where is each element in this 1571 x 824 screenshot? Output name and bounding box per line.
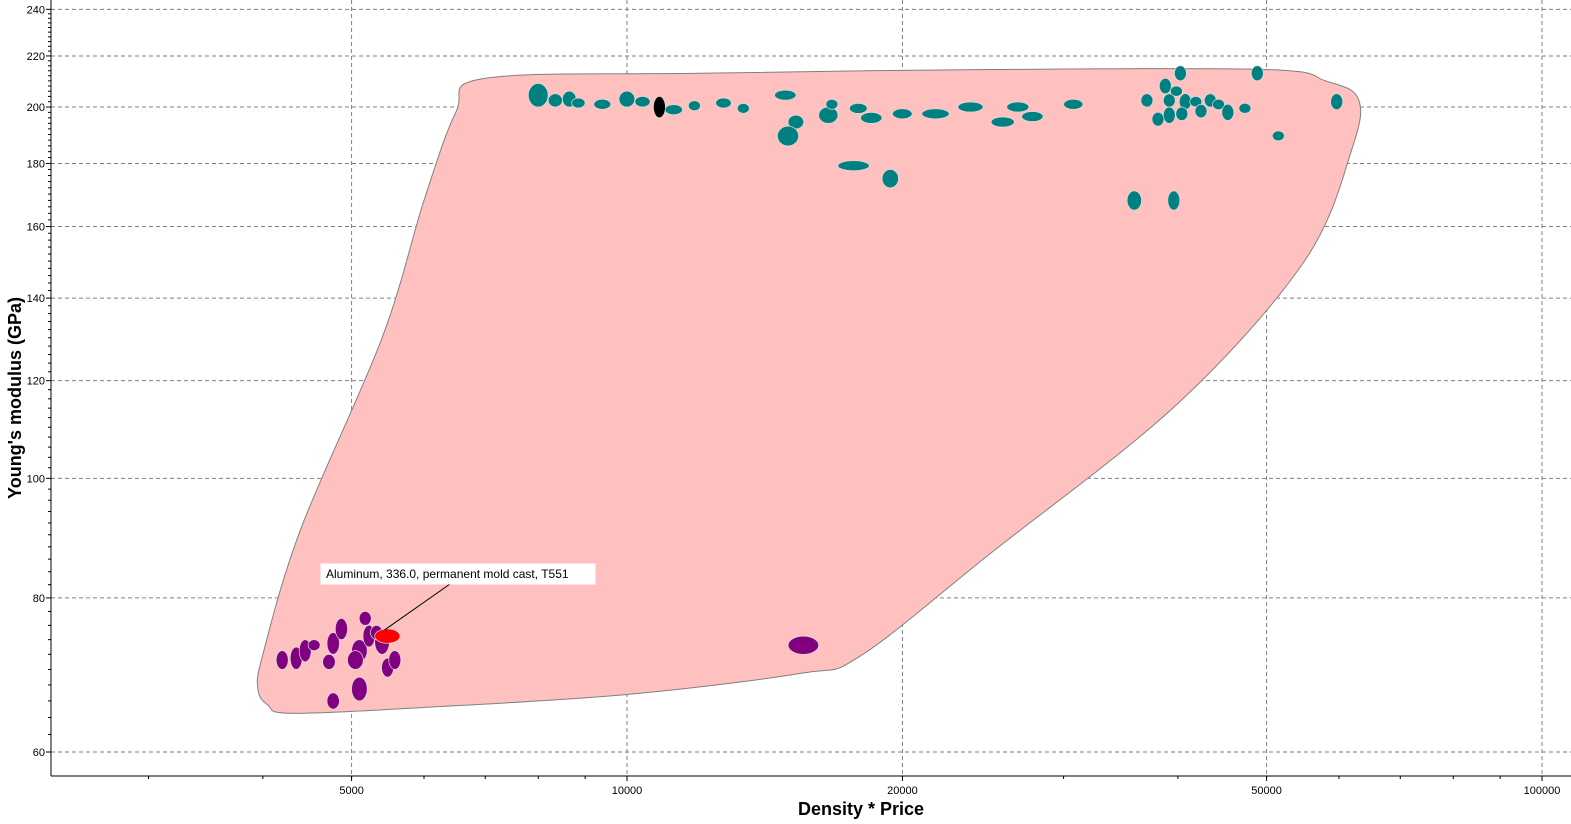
annotation-box: [320, 563, 596, 585]
point-steel[interactable]: [1194, 104, 1208, 119]
y-tick-label: 160: [27, 222, 45, 234]
material-envelope[interactable]: [256, 68, 1362, 714]
x-tick-label: 100000: [1524, 785, 1561, 797]
point-steel[interactable]: [571, 97, 586, 109]
point-steel[interactable]: [688, 100, 701, 112]
point-aluminum[interactable]: [326, 692, 340, 710]
point-steel[interactable]: [593, 98, 612, 110]
point-steel[interactable]: [1006, 101, 1030, 113]
tick-labels: 5000 10000 20000 50000 100000 60 80 100 120 140 16…: [27, 4, 1561, 797]
annotation-leader-line: [384, 583, 451, 631]
point-aluminum[interactable]: [347, 650, 364, 670]
point-steel[interactable]: [787, 114, 805, 130]
y-tick-label: 180: [27, 158, 45, 170]
point-steel[interactable]: [547, 93, 563, 108]
x-tick-label: 20000: [887, 785, 918, 797]
point-aluminum[interactable]: [334, 618, 348, 640]
point-steel[interactable]: [1151, 111, 1165, 127]
point-steel[interactable]: [1174, 65, 1187, 82]
point-aluminum[interactable]: [351, 676, 368, 702]
point-aluminum[interactable]: [275, 650, 289, 670]
y-tick-label: 120: [27, 376, 45, 388]
y-tick-label: 60: [33, 747, 45, 759]
point-steel[interactable]: [1250, 65, 1264, 82]
y-tick-label: 220: [27, 51, 45, 63]
y-tick-label: 100: [27, 473, 45, 485]
point-steel[interactable]: [881, 169, 899, 189]
point-steel[interactable]: [990, 116, 1015, 128]
point-steel[interactable]: [736, 103, 750, 114]
point-steel[interactable]: [618, 90, 636, 108]
x-axis-title: Density * Price: [798, 799, 924, 819]
point-steel[interactable]: [1271, 130, 1285, 142]
point-steel[interactable]: [527, 83, 549, 108]
point-steel[interactable]: [957, 101, 984, 113]
point-steel[interactable]: [1021, 111, 1044, 122]
point-steel[interactable]: [1167, 190, 1181, 211]
point-steel[interactable]: [1126, 190, 1142, 211]
point-steel[interactable]: [860, 112, 883, 124]
point-aluminum[interactable]: [326, 632, 340, 655]
point-steel[interactable]: [1170, 85, 1183, 97]
y-tick-label: 140: [27, 293, 45, 305]
point-steel[interactable]: [634, 96, 651, 108]
annotation: Aluminum, 336.0, permanent mold cast, T5…: [320, 563, 596, 631]
x-tick-label: 5000: [339, 785, 363, 797]
point-aluminum[interactable]: [307, 639, 321, 651]
point-steel[interactable]: [715, 97, 732, 109]
point-steel[interactable]: [837, 160, 870, 172]
data-points: [275, 65, 1344, 710]
x-tick-label: 10000: [612, 785, 643, 797]
point-steel[interactable]: [1238, 102, 1252, 114]
point-aluminum[interactable]: [358, 611, 372, 626]
point-steel[interactable]: [892, 108, 913, 120]
y-tick-label: 80: [33, 593, 45, 605]
point-steel[interactable]: [1140, 93, 1154, 108]
point-steel[interactable]: [1158, 77, 1172, 95]
y-axis-title: Young's modulus (GPa): [5, 297, 25, 499]
y-tick-label: 200: [27, 102, 45, 114]
point-aluminum[interactable]: [787, 635, 820, 655]
point-steel[interactable]: [774, 89, 797, 101]
point-aluminum[interactable]: [322, 654, 336, 670]
point-selected-steel[interactable]: [653, 96, 666, 119]
annotation-label: Aluminum, 336.0, permanent mold cast, T5…: [326, 567, 569, 581]
x-tick-label: 50000: [1251, 785, 1282, 797]
point-steel[interactable]: [1221, 103, 1235, 121]
point-steel[interactable]: [825, 98, 839, 110]
point-steel[interactable]: [664, 104, 683, 116]
point-steel[interactable]: [921, 108, 950, 120]
point-steel[interactable]: [1063, 98, 1084, 110]
point-aluminum[interactable]: [388, 650, 402, 670]
point-steel[interactable]: [818, 106, 839, 124]
point-steel[interactable]: [1175, 106, 1189, 121]
point-aluminum-336-0-permanent-mold-cast-t551[interactable]: [374, 628, 401, 644]
point-steel[interactable]: [1162, 106, 1176, 124]
point-steel[interactable]: [777, 125, 799, 147]
point-steel[interactable]: [1212, 98, 1225, 111]
point-steel[interactable]: [849, 103, 868, 114]
point-steel[interactable]: [1189, 96, 1203, 108]
point-steel[interactable]: [1330, 93, 1344, 111]
y-tick-label: 240: [27, 4, 45, 16]
